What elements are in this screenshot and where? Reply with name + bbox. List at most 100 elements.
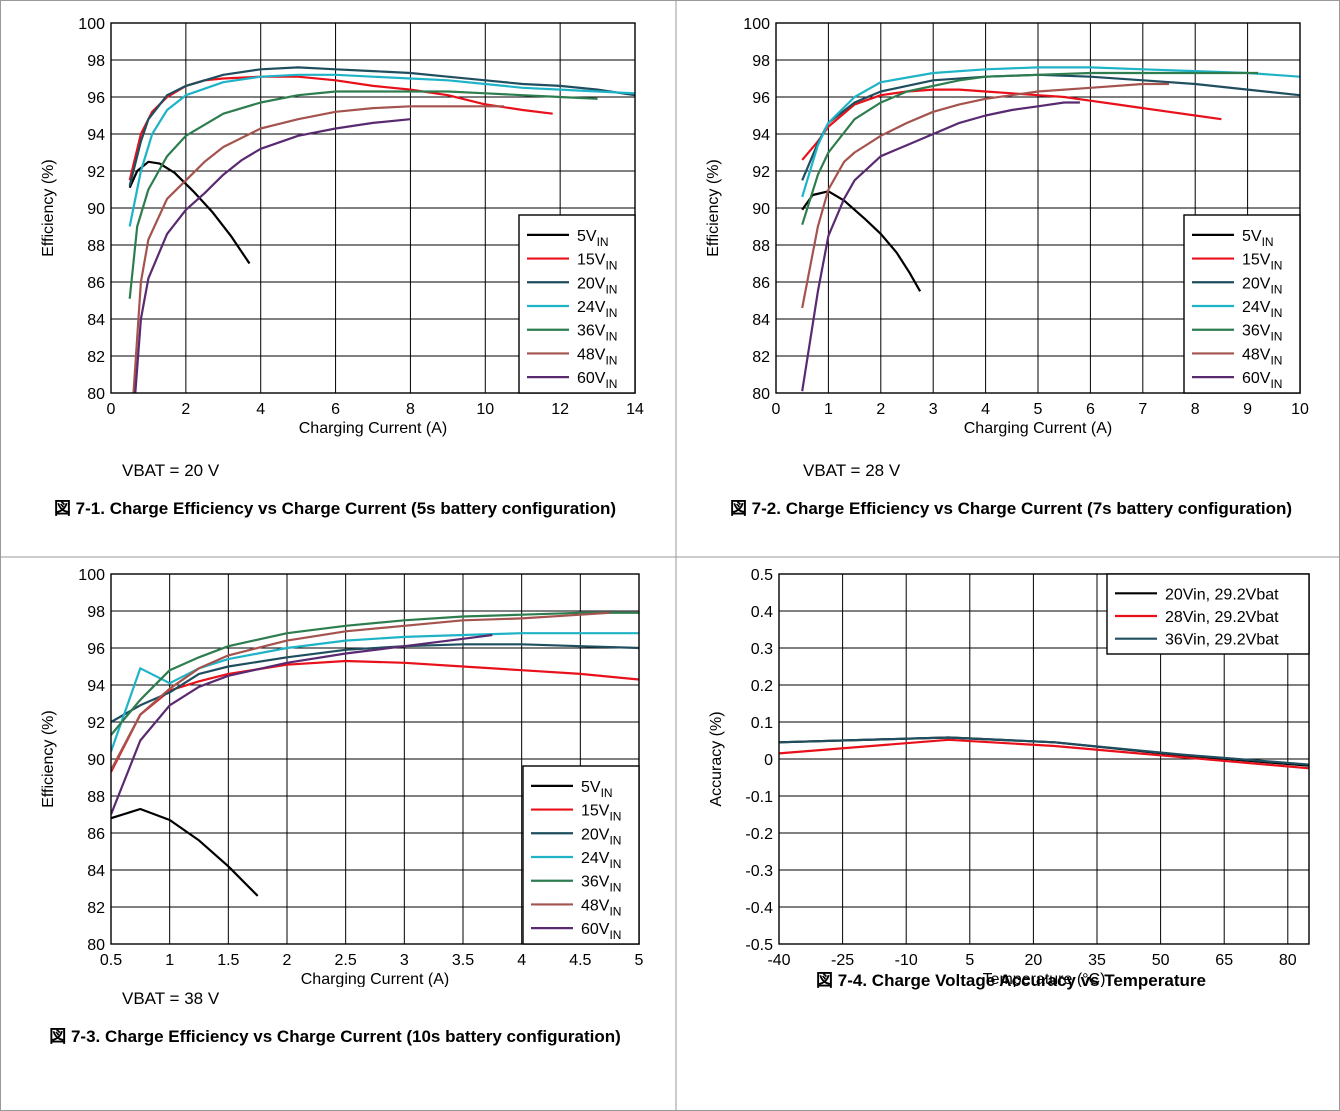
chart-fig-7-3: 0.5 1 1.5 2 2.5 3 3.5 4 4.5 5 80 82 84 86 88 90 92 94 96 98… (40, 567, 644, 987)
series-line-3 (111, 632, 639, 752)
series-line-0 (111, 807, 259, 897)
panel-fig-7-3: 0.5 1 1.5 2 2.5 3 3.5 4 4.5 5 80 82 84 86 88 90 92 94 96 98… (0, 557, 676, 1111)
legend-label: 20Vin, 29.2Vbat (1165, 586, 1279, 603)
x-tick-label: 8 (406, 401, 415, 418)
y-tick-label: 96 (752, 90, 770, 107)
x-tick-label: 4 (517, 952, 526, 969)
x-tick-label: 1.5 (217, 952, 239, 969)
x-tick-label: 80 (1279, 952, 1297, 969)
plot-frame (110, 22, 636, 394)
series-line-3 (801, 66, 1300, 198)
x-tick-label: 3 (929, 401, 938, 418)
y-tick-label: 92 (752, 164, 770, 181)
y-tick-label: 82 (87, 349, 105, 366)
series-line-4 (801, 71, 1259, 226)
x-tick-label: 0 (772, 401, 781, 418)
x-tick-label: 10 (1291, 401, 1309, 418)
panel-fig-7-2: 0 1 2 3 4 5 6 7 8 9 10 80 82 84 86 88 90 92 94 96 98 100 Charg… (676, 0, 1340, 557)
y-tick-label: -0.3 (745, 863, 773, 880)
y-tick-label: 0.2 (751, 678, 773, 695)
series-line-1 (801, 88, 1222, 161)
y-tick-label: 90 (87, 201, 105, 218)
legend-box (1183, 214, 1301, 394)
y-tick-label: 90 (752, 201, 770, 218)
y-tick-label: -0.2 (745, 826, 773, 843)
y-tick-label: 84 (87, 863, 105, 880)
y-tick-label: 0.1 (751, 715, 773, 732)
legend-label: 28Vin, 29.2Vbat (1165, 609, 1279, 626)
series-line-4 (128, 90, 598, 299)
y-tick-label: 92 (87, 164, 105, 181)
series-line-5 (132, 105, 504, 393)
y-tick-label: 86 (87, 826, 105, 843)
x-tick-label: 8 (1191, 401, 1200, 418)
series-line-1 (111, 659, 639, 773)
series-line-4 (111, 611, 639, 736)
y-tick-label: 82 (752, 349, 770, 366)
x-tick-label: 1 (165, 952, 174, 969)
y-tick-label: 96 (87, 641, 105, 658)
x-tick-label: -25 (831, 952, 854, 969)
y-tick-label: 100 (78, 567, 105, 584)
y-tick-label: 80 (87, 937, 105, 954)
x-tick-label: 2 (283, 952, 292, 969)
x-tick-label: 6 (331, 401, 340, 418)
y-tick-label: 96 (87, 90, 105, 107)
figure-caption: 図 7-4. Charge Voltage Accuracy vs Temper… (816, 971, 1206, 990)
vbat-note: VBAT = 20 V (122, 461, 220, 480)
series-line-5 (801, 82, 1169, 309)
x-tick-label: 9 (1243, 401, 1252, 418)
x-tick-label: 2 (181, 401, 190, 418)
y-tick-label: 80 (752, 386, 770, 403)
y-tick-label: -0.4 (745, 900, 773, 917)
x-tick-label: 4 (256, 401, 265, 418)
series-line-3 (128, 73, 635, 227)
y-axis-label: Accuracy (%) (708, 711, 725, 806)
y-tick-label: -0.5 (745, 937, 773, 954)
figure-caption: 図 7-3. Charge Efficiency vs Charge Curre… (49, 1027, 621, 1046)
y-tick-label: 82 (87, 900, 105, 917)
x-tick-label: 7 (1138, 401, 1147, 418)
series-line-6 (111, 633, 493, 815)
x-tick-label: 3.5 (452, 952, 474, 969)
x-tick-label: 65 (1215, 952, 1233, 969)
y-axis-label: Efficiency (%) (40, 159, 57, 257)
y-tick-label: 94 (87, 127, 105, 144)
y-tick-label: 100 (78, 16, 105, 33)
x-tick-label: 5 (635, 952, 644, 969)
legend-label: 36Vin, 29.2Vbat (1165, 632, 1279, 649)
y-tick-label: 86 (87, 275, 105, 292)
panel-fig-7-4: -40 -25 -10 5 20 35 50 65 80 -0.5 -0.4 -0.3 -0.2 -0.1… (676, 557, 1340, 1111)
x-tick-label: -40 (767, 952, 790, 969)
plot-frame (110, 573, 640, 945)
y-axis-label: Efficiency (%) (40, 710, 57, 808)
vbat-note: VBAT = 38 V (122, 989, 220, 1008)
y-tick-label: 84 (752, 312, 770, 329)
y-tick-label: 98 (87, 604, 105, 621)
plot-frame (778, 573, 1310, 945)
y-tick-label: 86 (752, 275, 770, 292)
series-line-6 (801, 101, 1080, 392)
x-tick-label: 4.5 (569, 952, 591, 969)
series-line-2 (111, 643, 639, 723)
chart-fig-7-2: 0 1 2 3 4 5 6 7 8 9 10 80 82 84 86 88 90 92 94 96 98 100 Charg… (705, 16, 1309, 437)
y-tick-label: 100 (743, 16, 770, 33)
figure-caption: 図 7-1. Charge Efficiency vs Charge Curre… (53, 499, 617, 518)
panel-fig-7-1: 0 2 4 6 8 10 12 14 80 82 84 86 88 90 92 94 96 98 100 Chargi… (0, 0, 676, 557)
x-tick-label: 3 (400, 952, 409, 969)
x-tick-label: 20 (1025, 952, 1043, 969)
y-tick-label: 98 (87, 53, 105, 70)
chart-fig-7-1: 0 2 4 6 8 10 12 14 80 82 84 86 88 90 92 94 96 98 100 Chargi… (40, 16, 644, 437)
y-tick-label: 92 (87, 715, 105, 732)
y-tick-label: 94 (87, 678, 105, 695)
y-tick-label: 0.3 (751, 641, 773, 658)
x-tick-label: 10 (476, 401, 494, 418)
plot-frame (775, 22, 1301, 394)
x-axis-label: Charging Current (A) (301, 971, 450, 987)
series-line-2 (779, 736, 1309, 766)
x-tick-label: 5 (965, 952, 974, 969)
legend-box (1106, 573, 1310, 655)
y-tick-label: 0 (764, 752, 773, 769)
figure-caption: 図 7-2. Charge Efficiency vs Charge Curre… (729, 499, 1293, 518)
y-tick-label: 88 (87, 238, 105, 255)
